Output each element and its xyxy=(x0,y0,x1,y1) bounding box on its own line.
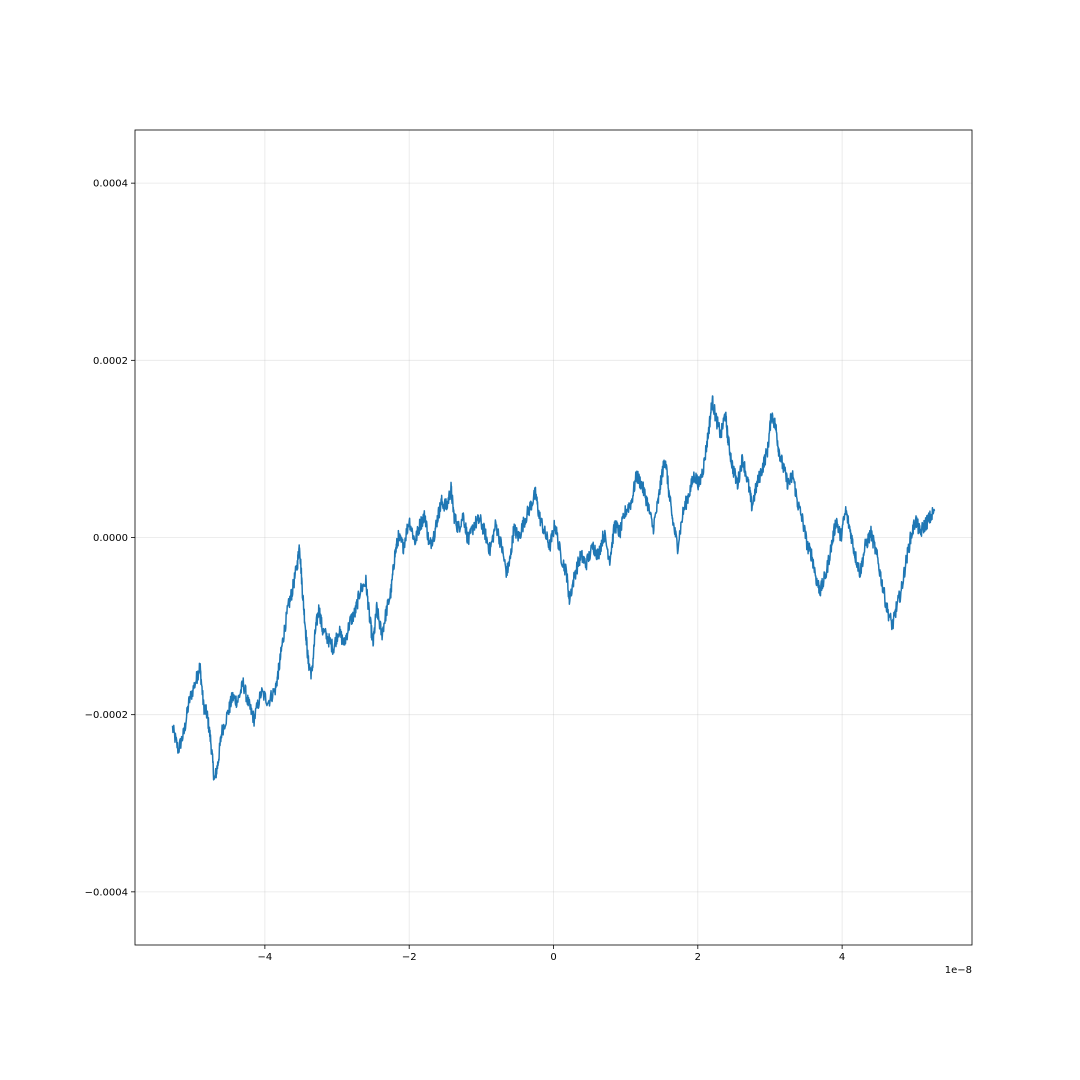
x-tick-label: −4 xyxy=(258,952,273,963)
y-tick-label: 0.0000 xyxy=(93,533,128,544)
y-tick-label: −0.0002 xyxy=(85,710,128,721)
x-tick-label: −2 xyxy=(402,952,417,963)
plot-area xyxy=(171,395,936,781)
y-tick-label: 0.0002 xyxy=(93,356,128,367)
x-tick-label: 0 xyxy=(550,952,556,963)
series-line xyxy=(171,395,936,781)
x-axis: −4 −2 0 2 4 xyxy=(258,945,845,963)
y-axis: −0.0004 −0.0002 0.0000 0.0002 0.0004 xyxy=(85,179,135,898)
x-tick-label: 2 xyxy=(695,952,701,963)
x-tick-label: 4 xyxy=(839,952,845,963)
x-offset-label: 1e−8 xyxy=(945,965,972,976)
y-tick-label: −0.0004 xyxy=(85,887,128,898)
y-tick-label: 0.0004 xyxy=(93,179,128,190)
